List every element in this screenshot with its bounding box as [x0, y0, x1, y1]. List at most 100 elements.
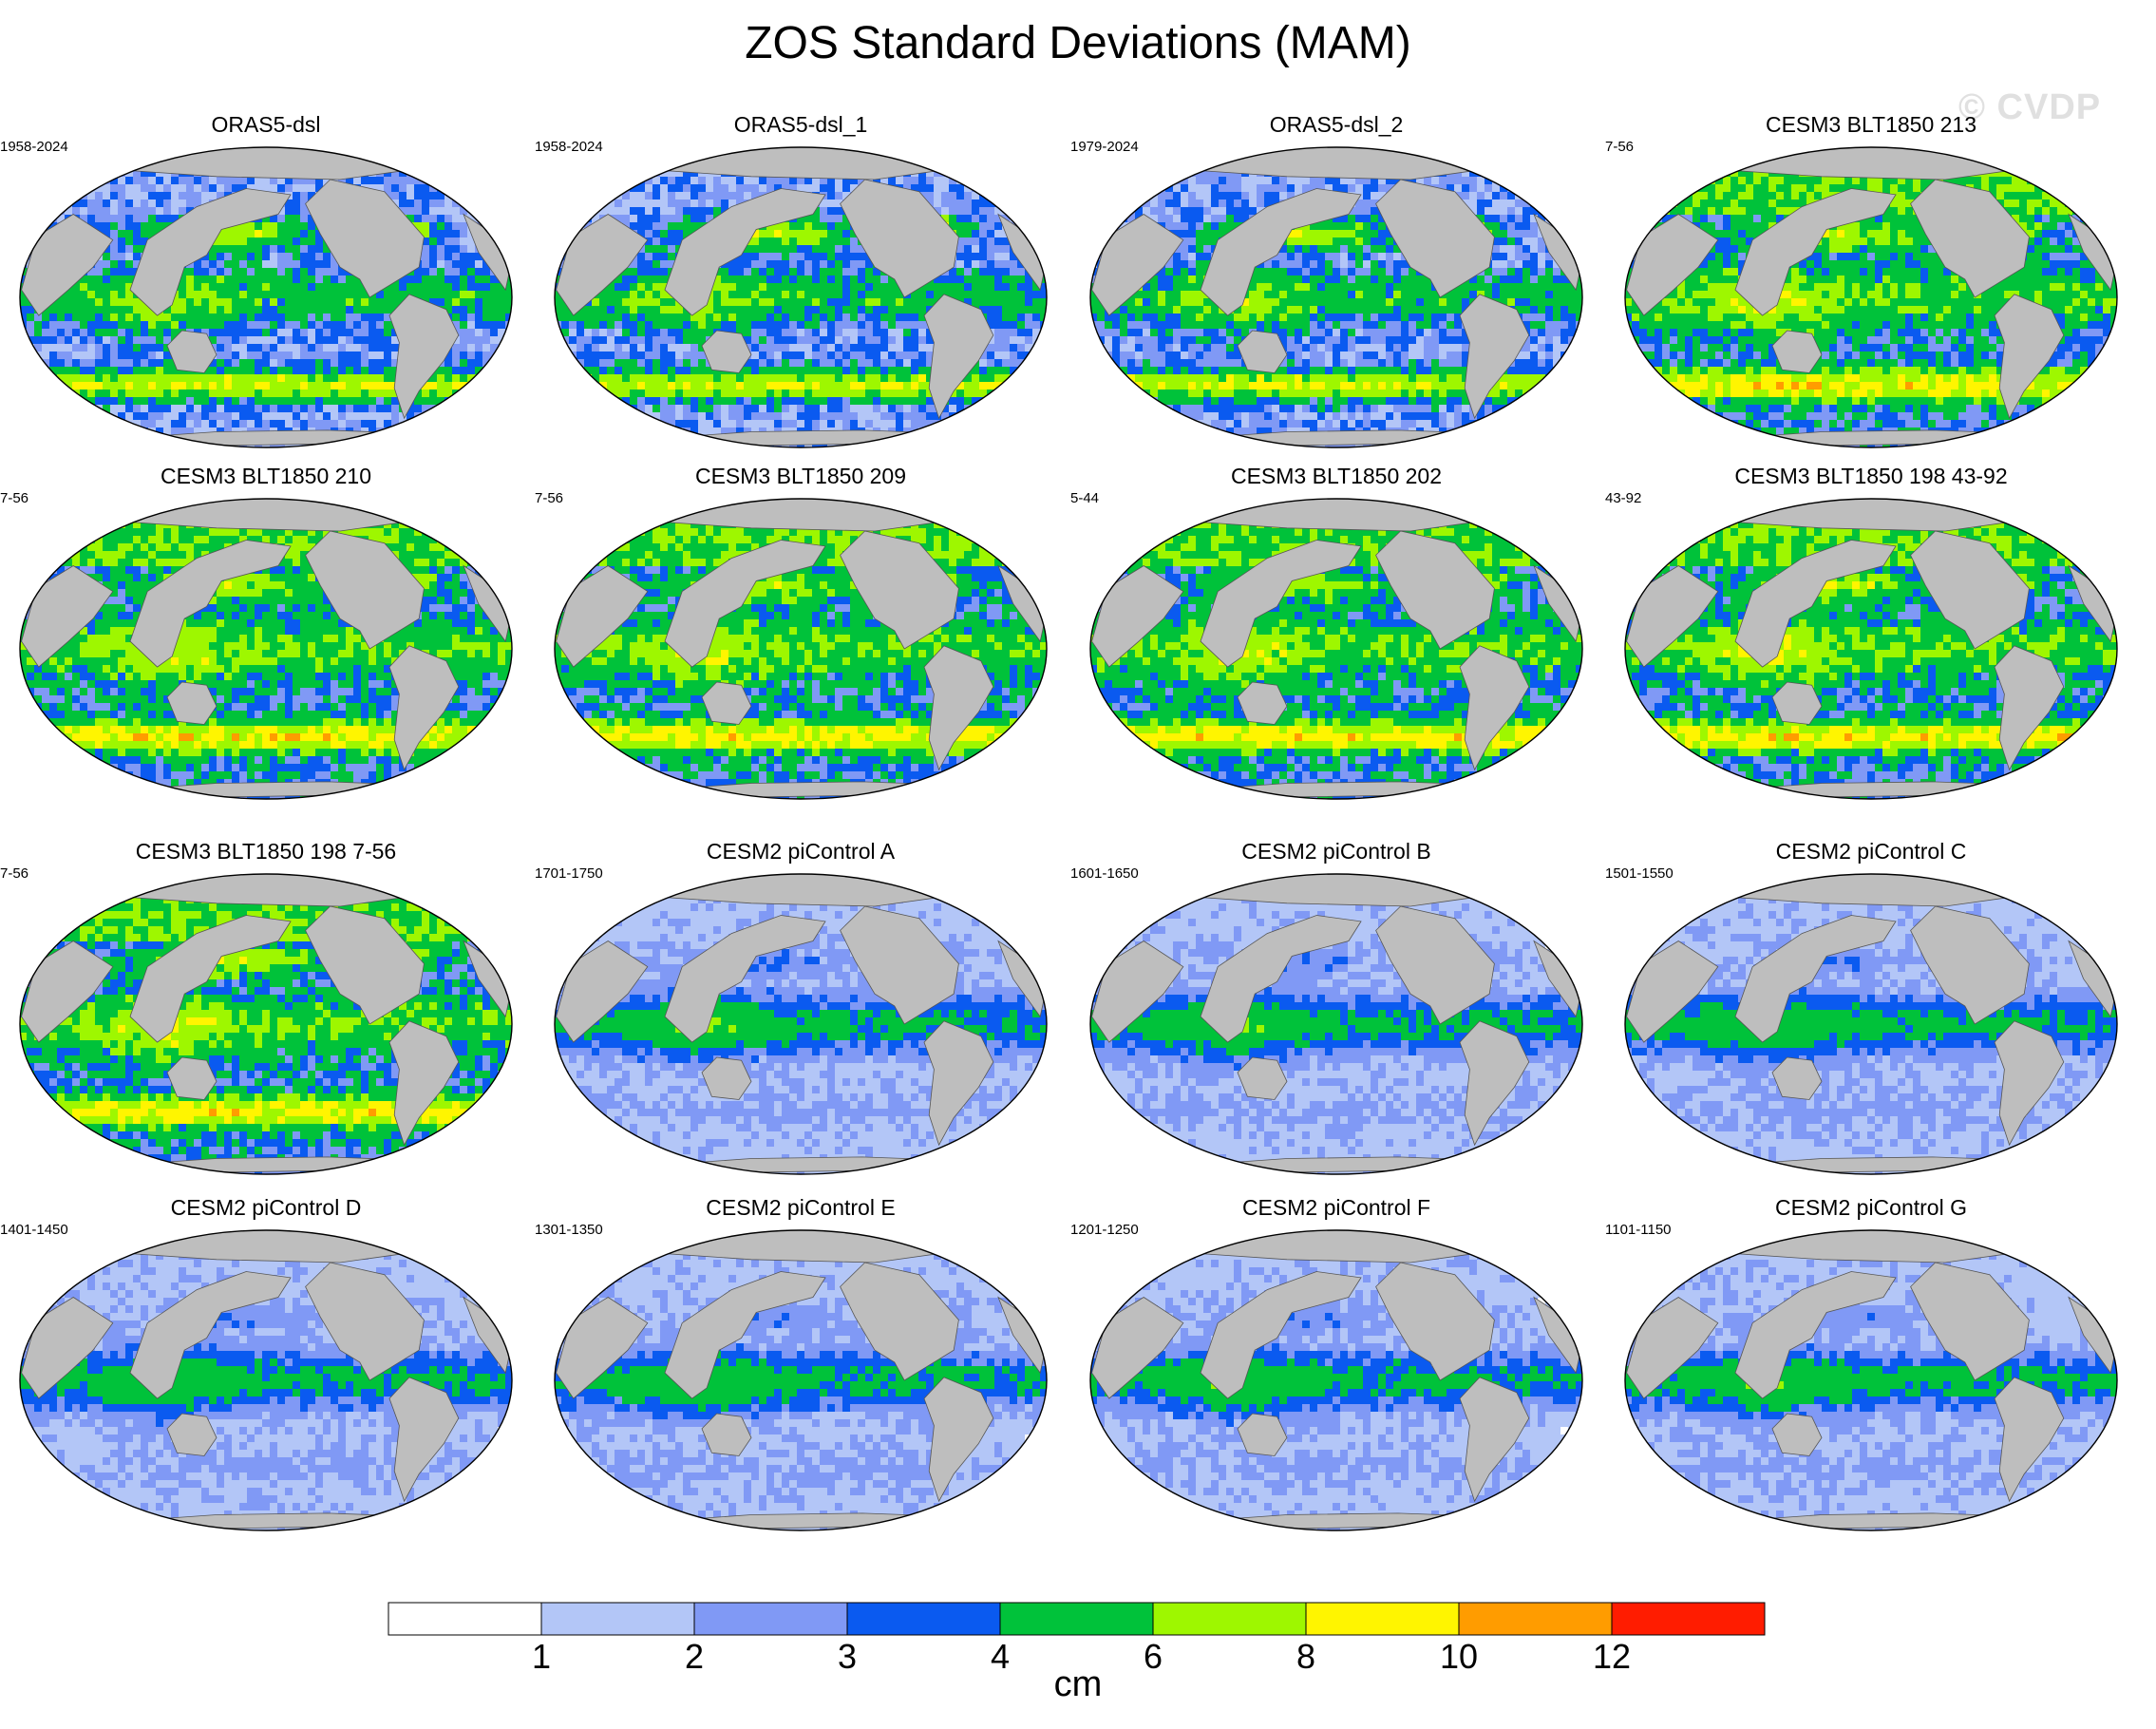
map-cell: [262, 397, 271, 406]
map-cell: [987, 367, 995, 375]
map-cell: [804, 443, 813, 447]
map-cell: [683, 329, 691, 337]
map-cell: [1226, 177, 1235, 185]
map-cell: [615, 352, 623, 360]
map-cell: [232, 390, 240, 398]
map-cell: [918, 367, 927, 375]
map-cell: [118, 298, 126, 307]
map-cell: [630, 298, 638, 307]
map-cell: [1188, 200, 1197, 208]
map-cell: [880, 420, 889, 428]
map-cell: [630, 306, 638, 314]
map-cell: [721, 291, 729, 299]
map-cell: [277, 268, 286, 276]
map-cell: [888, 276, 897, 284]
map-cell: [774, 359, 783, 368]
map-cell: [782, 260, 790, 269]
map-cell: [338, 412, 347, 421]
map-cell: [804, 336, 813, 345]
map-cell: [247, 260, 255, 269]
map-cell: [615, 367, 623, 375]
map-cell: [1173, 207, 1182, 216]
map-cell: [774, 321, 783, 330]
map-cell: [422, 276, 430, 284]
map-cell: [660, 192, 669, 200]
map-cell: [391, 184, 400, 193]
map-cell: [118, 352, 126, 360]
map-cell: [744, 177, 752, 185]
map-cell: [736, 276, 745, 284]
map-cell: [293, 382, 301, 390]
map-cell: [429, 298, 438, 307]
map-cell: [72, 306, 81, 314]
map-cell: [57, 329, 66, 337]
map-cell: [873, 344, 881, 352]
map-cell: [467, 344, 476, 352]
map-cell: [865, 367, 874, 375]
map-cell: [1002, 352, 1011, 360]
map-cell: [293, 207, 301, 216]
map-cell: [293, 192, 301, 200]
map-cell: [300, 177, 309, 185]
map-cell: [820, 306, 828, 314]
map-cell: [736, 397, 745, 406]
map-cell: [209, 428, 217, 436]
map-cell: [300, 397, 309, 406]
map-cell: [217, 412, 225, 421]
map-cell: [262, 260, 271, 269]
map-cell: [1249, 200, 1258, 208]
map-cell: [759, 344, 767, 352]
map-cell: [577, 352, 585, 360]
map-cell: [1507, 230, 1516, 238]
map-cell: [797, 390, 805, 398]
map-cell: [835, 283, 843, 292]
map-cell: [270, 390, 278, 398]
map-cell: [652, 405, 661, 413]
map-cell: [744, 412, 752, 421]
map-cell: [759, 374, 767, 383]
map-cell: [209, 382, 217, 390]
map-cell: [698, 321, 707, 330]
map-cell: [584, 329, 593, 337]
map-cell: [865, 359, 874, 368]
map-cell: [498, 306, 506, 314]
map-cell: [759, 397, 767, 406]
map-cell: [987, 374, 995, 383]
map-cell: [452, 245, 461, 254]
map-cell: [194, 382, 202, 390]
map-cell: [490, 344, 499, 352]
map-cell: [911, 336, 919, 345]
map-cell: [698, 412, 707, 421]
map-cell: [668, 184, 676, 193]
map-cell: [926, 367, 935, 375]
map-cell: [323, 283, 331, 292]
map-cell: [277, 215, 286, 223]
map-cell: [850, 260, 859, 269]
map-cell: [1485, 200, 1493, 208]
map-cell: [1500, 215, 1508, 223]
map-cell: [1188, 184, 1197, 193]
map-cell: [728, 298, 737, 307]
map-cell: [926, 336, 935, 345]
map-cell: [422, 390, 430, 398]
map-cell: [331, 321, 339, 330]
map-cell: [1325, 177, 1333, 185]
map-cell: [972, 222, 980, 231]
map-cell: [660, 298, 669, 307]
map-cell: [812, 260, 821, 269]
map-cell: [171, 382, 180, 390]
map-cell: [956, 291, 965, 299]
map-cell: [361, 177, 369, 185]
map-cell: [728, 276, 737, 284]
map-cell: [599, 291, 608, 299]
map-cell: [239, 306, 248, 314]
map-cell: [399, 184, 407, 193]
map-cell: [1203, 230, 1212, 238]
map-cell: [384, 329, 392, 337]
map-cell: [1317, 230, 1326, 238]
map-cell: [133, 390, 142, 398]
map-cell: [148, 382, 157, 390]
map-cell: [201, 177, 210, 185]
map-cell: [247, 390, 255, 398]
map-cell: [987, 253, 995, 261]
